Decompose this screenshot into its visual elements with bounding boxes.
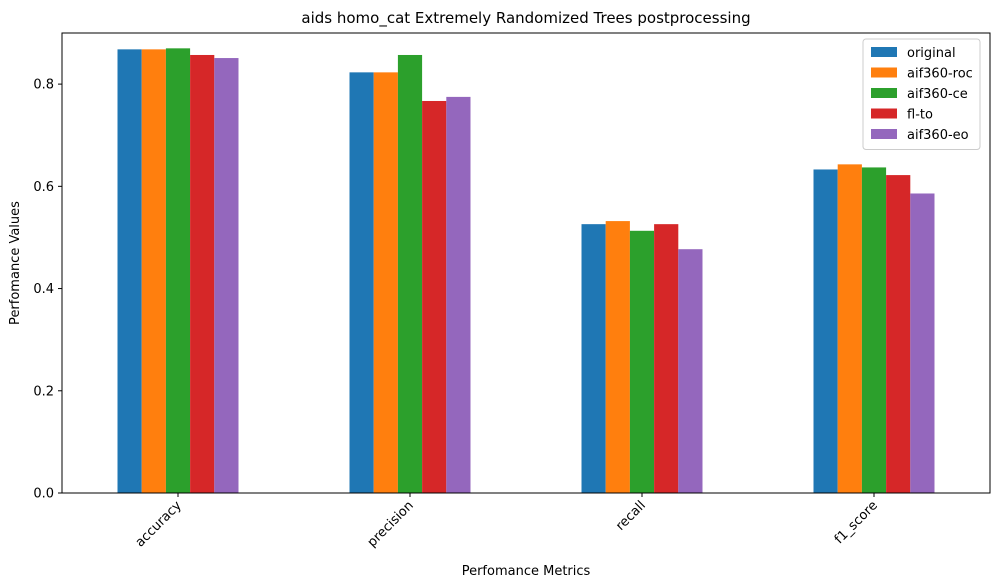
- y-axis: 0.0 0.2 0.4 0.6 0.8: [33, 78, 62, 502]
- legend-label-aif360-roc: aif360-roc: [907, 67, 973, 82]
- y-axis-label: Perfomance Values: [8, 201, 23, 325]
- plot-frame: [61, 32, 991, 494]
- legend-box: [862, 38, 981, 150]
- x-axis: accuracy precision recall f1_score: [133, 493, 881, 550]
- bar-aif360-roc-precision: [373, 72, 398, 493]
- y-tick-label: 0.6: [33, 180, 54, 195]
- x-tick-label-f1_score: f1_score: [832, 498, 881, 547]
- bar-fl-to-precision: [422, 100, 447, 493]
- x-tick-label-accuracy: accuracy: [133, 498, 185, 550]
- bars-group: [117, 48, 935, 494]
- bar-aif360-roc-recall: [605, 221, 630, 494]
- bar-aif360-eo-accuracy: [214, 58, 239, 494]
- bar-original-recall: [581, 224, 606, 493]
- bar-original-precision: [349, 72, 374, 493]
- legend-label-aif360-ce: aif360-ce: [907, 87, 968, 102]
- bar-aif360-eo-recall: [678, 249, 703, 493]
- y-tick-label: 0.8: [33, 78, 54, 93]
- bar-aif360-roc-accuracy: [141, 49, 166, 493]
- legend-swatch-fl-to: [871, 108, 897, 119]
- y-tick-label: 0.0: [33, 487, 54, 502]
- x-tick-label-precision: precision: [365, 498, 417, 550]
- bar-aif360-roc-f1_score: [837, 164, 862, 493]
- legend-swatch-aif360-ce: [871, 88, 897, 98]
- y-tick-label: 0.2: [33, 384, 54, 399]
- chart-title: aids homo_cat Extremely Randomized Trees…: [301, 9, 750, 28]
- legend-label-aif360-eo: aif360-eo: [907, 128, 969, 143]
- legend-swatch-aif360-roc: [871, 67, 897, 78]
- legend: original aif360-roc aif360-ce fl-to aif360-e…: [862, 38, 981, 150]
- legend-swatch-aif360-eo: [871, 129, 897, 139]
- legend-swatch-original: [871, 47, 897, 57]
- bar-aif360-ce-accuracy: [165, 48, 191, 493]
- bar-original-accuracy: [117, 49, 142, 493]
- bar-original-f1_score: [813, 169, 838, 493]
- bar-aif360-ce-f1_score: [861, 167, 887, 493]
- bar-aif360-ce-recall: [629, 230, 655, 494]
- bar-fl-to-accuracy: [190, 54, 215, 493]
- bar-aif360-ce-precision: [397, 54, 423, 493]
- bar-aif360-eo-precision: [446, 96, 471, 493]
- legend-label-original: original: [907, 46, 956, 61]
- bar-fl-to-recall: [654, 224, 679, 493]
- bar-aif360-eo-f1_score: [910, 193, 935, 493]
- bar-fl-to-f1_score: [886, 175, 911, 494]
- x-tick-label-recall: recall: [613, 498, 649, 534]
- y-tick-label: 0.4: [33, 282, 54, 297]
- x-axis-label: Perfomance Metrics: [462, 564, 591, 579]
- legend-label-fl-to: fl-to: [907, 108, 933, 123]
